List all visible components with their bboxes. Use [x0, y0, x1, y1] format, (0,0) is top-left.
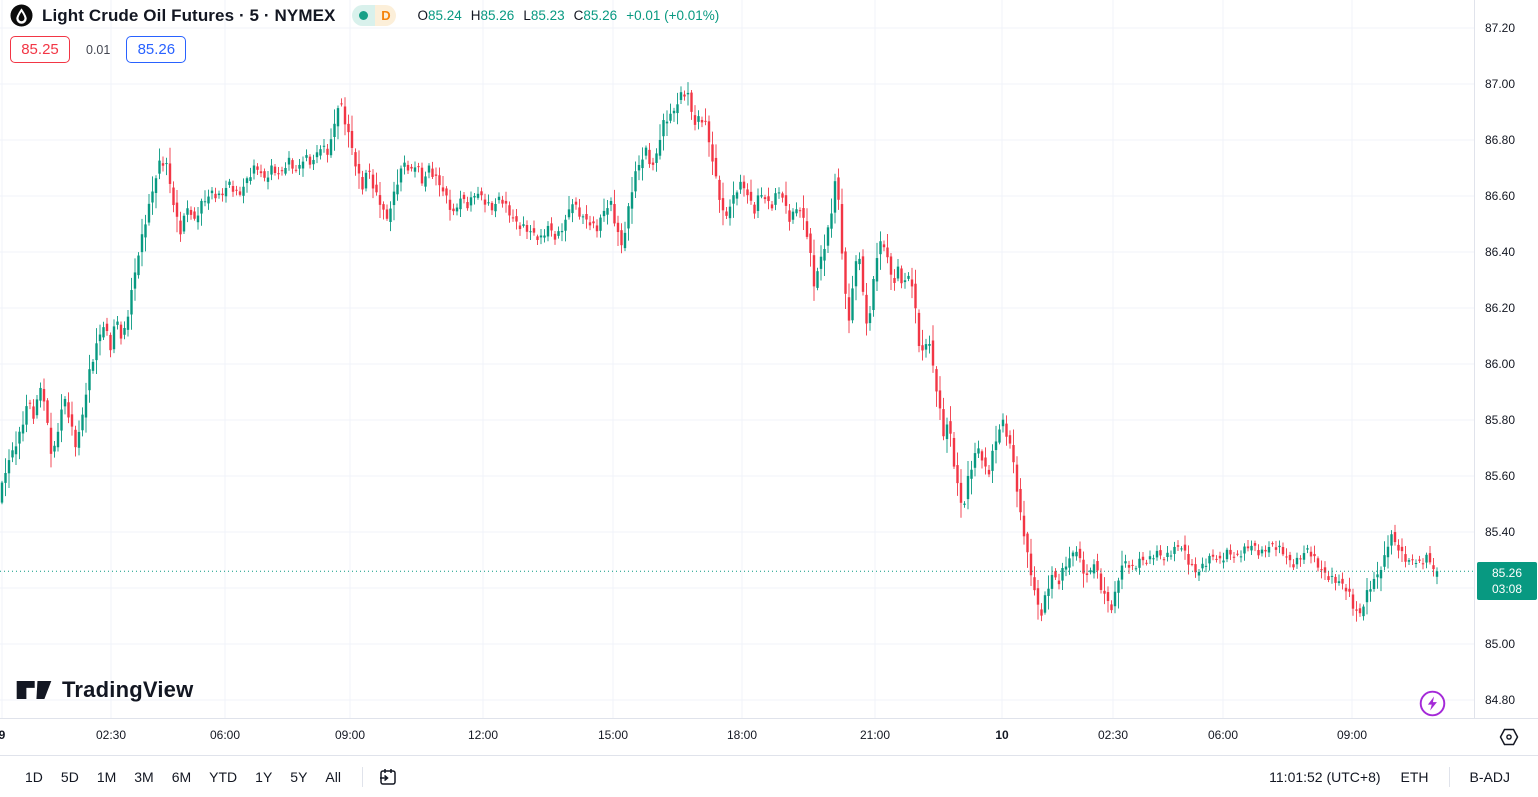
go-to-date-calendar-icon[interactable] [377, 766, 399, 788]
price-axis-label: 85.80 [1485, 413, 1516, 427]
symbol-legend: Light Crude Oil Futures · 5 · NYMEX D O8… [10, 4, 719, 27]
symbol-title[interactable]: Light Crude Oil Futures · 5 · NYMEX [42, 5, 336, 25]
price-axis-label: 85.00 [1485, 637, 1516, 651]
time-axis-label: 06:00 [209, 728, 241, 742]
market-status-segment [352, 5, 376, 26]
low-letter: L [523, 8, 531, 23]
price-axis-label: 87.20 [1485, 21, 1516, 35]
price-axis-label: 86.60 [1485, 189, 1516, 203]
price-axis-label: 86.40 [1485, 245, 1516, 259]
tradingview-logo-icon [16, 681, 52, 699]
open-value: 85.24 [427, 8, 462, 23]
time-axis-label: 02:30 [1097, 728, 1129, 742]
toolbar-divider [361, 766, 363, 787]
time-axis-label: 09:00 [334, 728, 366, 742]
range-button-1m[interactable]: 1M [96, 768, 117, 785]
time-axis-label: 21:00 [859, 728, 891, 742]
price-axis-label: 84.80 [1485, 693, 1516, 707]
time-axis-label: 15:00 [597, 728, 629, 742]
time-axis[interactable]: 9 02:30 06:00 09:00 12:00 15:00 18:00 21:00 10 02… [0, 718, 1538, 756]
price-axis[interactable]: 85.26 03:08 87.20 87.00 86.80 86.60 86.40 86.… [1474, 0, 1538, 755]
tradingview-wordmark: TradingView [62, 677, 194, 702]
last-price-badge: 85.26 03:08 [1477, 562, 1537, 601]
close-letter: C [573, 8, 584, 23]
boost-lightning-button[interactable] [1418, 689, 1447, 718]
oil-drop-logo-icon [10, 4, 33, 27]
range-button-1y[interactable]: 1Y [255, 768, 273, 785]
change-value: +0.01 (+0.01%) [626, 8, 720, 23]
price-axis-label: 87.00 [1485, 77, 1516, 91]
time-axis-label: 12:00 [467, 728, 499, 742]
tradingview-watermark[interactable]: TradingView [16, 676, 193, 704]
clock-readout[interactable]: 11:01:52 (UTC+8) [1269, 768, 1381, 785]
last-price-value: 85.26 [1491, 566, 1523, 581]
session-eth-button[interactable]: ETH [1400, 768, 1429, 785]
range-button-3m[interactable]: 3M [134, 768, 154, 785]
interval-d-label: D [375, 5, 397, 26]
ohlc-readout: O85.24 H85.26 L85.23 C85.26 +0.01 (+0.01… [417, 8, 719, 23]
market-open-dot-icon [359, 11, 369, 20]
toolbar-divider [1448, 766, 1450, 787]
grid-layer [0, 0, 1474, 718]
range-button-all[interactable]: All [325, 768, 341, 785]
time-axis-label: 06:00 [1207, 728, 1239, 742]
date-range-switcher: 1D 5D 1M 3M 6M YTD 1Y 5Y All [18, 765, 399, 789]
candlestick-chart-pane[interactable] [0, 0, 1474, 718]
time-axis-label: 9 [0, 728, 6, 742]
high-letter: H [470, 8, 481, 23]
spread-value: 0.01 [86, 42, 111, 57]
adjustment-badj-button[interactable]: B-ADJ [1469, 768, 1510, 785]
interval-status-pill[interactable]: D [352, 5, 397, 26]
time-axis-label: 09:00 [1336, 728, 1368, 742]
toolbar-right-group: 11:01:52 (UTC+8) ETH B-ADJ [1259, 765, 1520, 789]
time-axis-label: 18:00 [726, 728, 758, 742]
time-axis-label: 10 [995, 728, 1009, 742]
low-value: 85.23 [530, 8, 565, 23]
price-axis-label: 86.00 [1485, 357, 1516, 371]
time-axis-label: 02:30 [95, 728, 127, 742]
price-axis-label: 86.80 [1485, 133, 1516, 147]
sell-price-button[interactable]: 85.25 [10, 36, 70, 63]
price-axis-label: 85.60 [1485, 469, 1516, 483]
range-button-1d[interactable]: 1D [25, 768, 43, 785]
range-button-ytd[interactable]: YTD [209, 768, 238, 785]
price-axis-label: 85.40 [1485, 525, 1516, 539]
bar-countdown: 03:08 [1491, 582, 1523, 597]
session-hexagon-icon[interactable] [1498, 726, 1520, 748]
high-value: 85.26 [480, 8, 515, 23]
range-button-5y[interactable]: 5Y [290, 768, 308, 785]
price-axis-label: 86.20 [1485, 301, 1516, 315]
candlestick-layer [0, 82, 1439, 622]
open-letter: O [417, 8, 428, 23]
range-button-5d[interactable]: 5D [60, 768, 79, 785]
bottom-toolbar: 1D 5D 1M 3M 6M YTD 1Y 5Y All 11:01:52 (UTC+8) ET… [0, 755, 1538, 797]
buy-price-button[interactable]: 85.26 [126, 36, 187, 63]
range-button-6m[interactable]: 6M [171, 768, 192, 785]
bid-ask-row: 85.25 0.01 85.26 [10, 36, 187, 63]
close-value: 85.26 [583, 8, 618, 23]
